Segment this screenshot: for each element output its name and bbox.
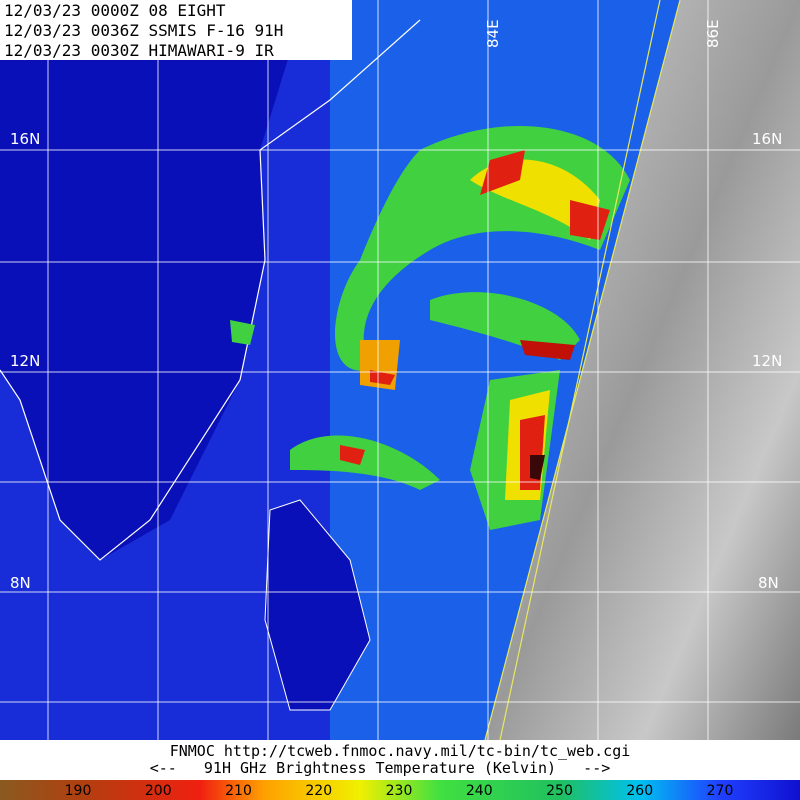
header-line: 12/03/23 0030Z HIMAWARI-9 IR	[4, 41, 274, 60]
colorbar-tick-label: 270	[707, 783, 734, 799]
header-line: 12/03/23 0000Z 08 EIGHT	[4, 1, 226, 20]
lat-label: 12N	[752, 352, 782, 370]
colorbar-tick-label: 250	[546, 783, 573, 799]
lon-label: 84E	[484, 19, 502, 48]
lat-label: 16N	[752, 130, 782, 148]
lat-label: 16N	[10, 130, 40, 148]
colorbar-tick-label: 260	[626, 783, 653, 799]
colorbar-ticks: 190 200 210 220 230 240 250 260 270	[65, 783, 734, 799]
colorbar-tick-label: 230	[386, 783, 413, 799]
header-box	[0, 0, 352, 60]
colorbar-tick-label: 240	[466, 783, 493, 799]
graticule	[0, 0, 800, 740]
lon-label: 86E	[704, 19, 722, 48]
colorbar-tick-label: 220	[305, 783, 332, 799]
lat-label: 8N	[10, 574, 31, 592]
colorbar-tick-label: 200	[145, 783, 172, 799]
colorbar-tick-label: 190	[65, 783, 92, 799]
footer-caption: <-- 91H GHz Brightness Temperature (Kelv…	[150, 759, 611, 777]
lat-label: 12N	[10, 352, 40, 370]
footer-source: FNMOC http://tcweb.fnmoc.navy.mil/tc-bin…	[170, 742, 631, 760]
colorbar-tick-label: 210	[225, 783, 252, 799]
lat-label: 8N	[758, 574, 779, 592]
header-line: 12/03/23 0036Z SSMIS F-16 91H	[4, 21, 283, 40]
colorbar	[0, 780, 800, 800]
imagery	[0, 0, 800, 741]
